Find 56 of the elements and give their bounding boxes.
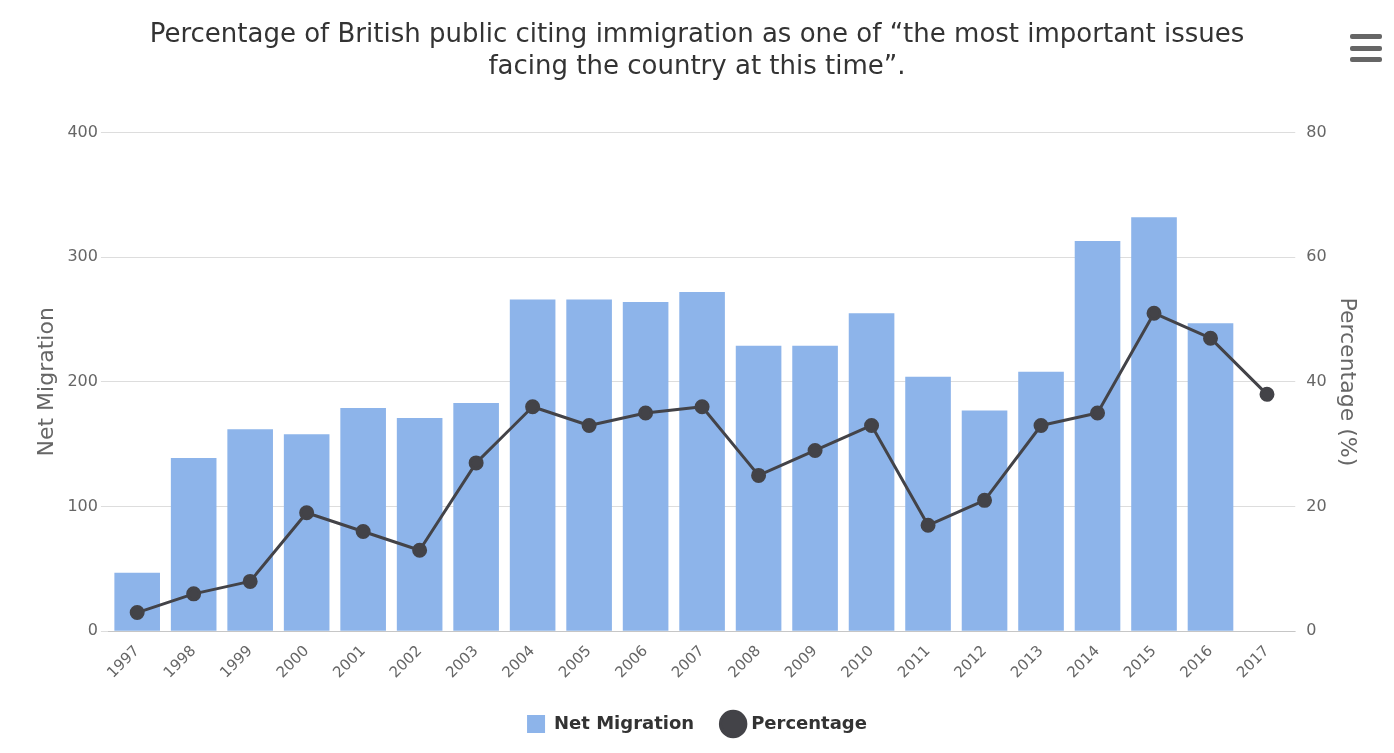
point [751, 467, 767, 483]
y-axis-title: Net Migration [32, 307, 58, 457]
chart-title: Percentage of British public citing immigration as one of “the most important issues facing the country at this time”. [149, 18, 1245, 80]
bar [114, 572, 160, 631]
bar [283, 434, 330, 631]
point [468, 455, 484, 471]
y2-tick-label: 60 [1306, 246, 1327, 266]
y-tick-label: 300 [67, 246, 98, 266]
y-tick-label: 100 [67, 495, 98, 515]
legend-label: Net Migration [554, 711, 695, 733]
point [525, 399, 541, 415]
bar [792, 345, 838, 631]
bar [679, 292, 725, 631]
point [412, 542, 428, 558]
point [977, 492, 993, 508]
y-tick-label: 400 [67, 121, 98, 141]
bar [848, 313, 895, 631]
point [638, 405, 654, 421]
bar [227, 429, 273, 631]
point [129, 605, 145, 621]
bar [735, 345, 782, 631]
bar [905, 376, 951, 631]
y2-tick-label: 0 [1306, 620, 1317, 640]
point [1146, 305, 1162, 321]
bar [961, 410, 1008, 631]
y2-tick-label: 20 [1306, 495, 1327, 515]
bar [1074, 240, 1121, 631]
point [1203, 330, 1219, 346]
bar [566, 299, 612, 631]
point [694, 399, 710, 415]
point [355, 524, 371, 539]
point [920, 517, 936, 533]
bar [453, 403, 499, 631]
bar [622, 302, 669, 631]
bar [170, 457, 217, 631]
point [807, 442, 823, 458]
bar [1187, 323, 1234, 631]
bar [340, 408, 386, 631]
y2-tick-label: 40 [1306, 371, 1327, 390]
point [864, 417, 880, 433]
point [242, 573, 258, 589]
point [1259, 386, 1275, 402]
bar [509, 299, 556, 631]
point [1090, 405, 1106, 421]
y2-axis-title: Percentage (%) [1336, 297, 1362, 467]
bar [396, 418, 443, 631]
bar [1131, 217, 1177, 631]
point [186, 586, 202, 602]
point [299, 505, 315, 521]
point [1033, 417, 1049, 433]
point [581, 417, 597, 433]
y2-tick-label: 80 [1306, 121, 1327, 141]
y-tick-label: 200 [67, 371, 98, 390]
legend-label: Percentage [751, 711, 867, 733]
bar [1018, 371, 1064, 631]
y-tick-label: 0 [87, 620, 98, 640]
